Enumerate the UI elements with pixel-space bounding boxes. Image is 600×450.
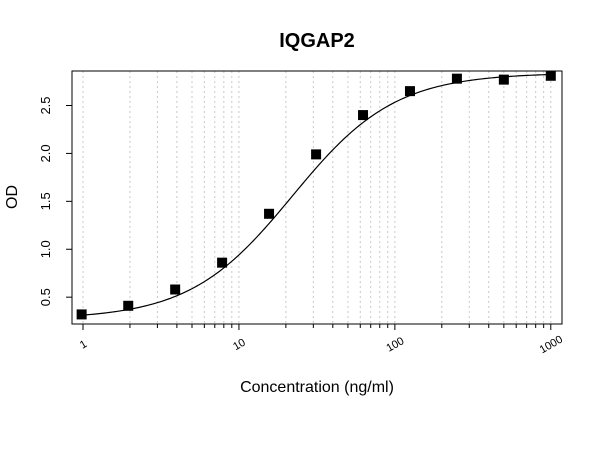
- data-point: [451, 73, 462, 84]
- chart-title: IQGAP2: [279, 30, 355, 52]
- data-point: [498, 74, 509, 85]
- y-tick-label: 0.5: [38, 288, 53, 306]
- fit-curve-layer: [81, 73, 551, 316]
- x-tick-label: 100: [384, 335, 406, 355]
- y-tick-label: 2.0: [38, 144, 53, 162]
- data-point: [217, 257, 228, 268]
- x-axis: 1 10 100 1000: [78, 324, 565, 356]
- x-axis-label: Concentration (ng/ml): [240, 379, 394, 396]
- y-axis: 0.5 1.0 1.5 2.0 2.5: [38, 96, 72, 306]
- data-point: [311, 149, 322, 160]
- data-point: [170, 284, 181, 295]
- x-tick-label: 10: [231, 337, 248, 354]
- y-axis-label: OD: [4, 185, 21, 209]
- data-point: [404, 86, 415, 97]
- plot-frame: [71, 70, 563, 325]
- x-tick-label: 1: [78, 338, 89, 351]
- data-point: [545, 70, 556, 81]
- fit-curve: [81, 73, 551, 316]
- data-point: [358, 110, 369, 121]
- grid-lines: [82, 71, 552, 324]
- y-tick-label: 1.0: [38, 240, 53, 258]
- data-points: [76, 70, 556, 320]
- y-tick-label: 2.5: [38, 96, 53, 114]
- data-point: [76, 309, 87, 320]
- y-tick-label: 1.5: [38, 192, 53, 210]
- data-point: [123, 300, 134, 311]
- x-tick-label: 1000: [538, 334, 565, 357]
- data-point: [264, 208, 275, 219]
